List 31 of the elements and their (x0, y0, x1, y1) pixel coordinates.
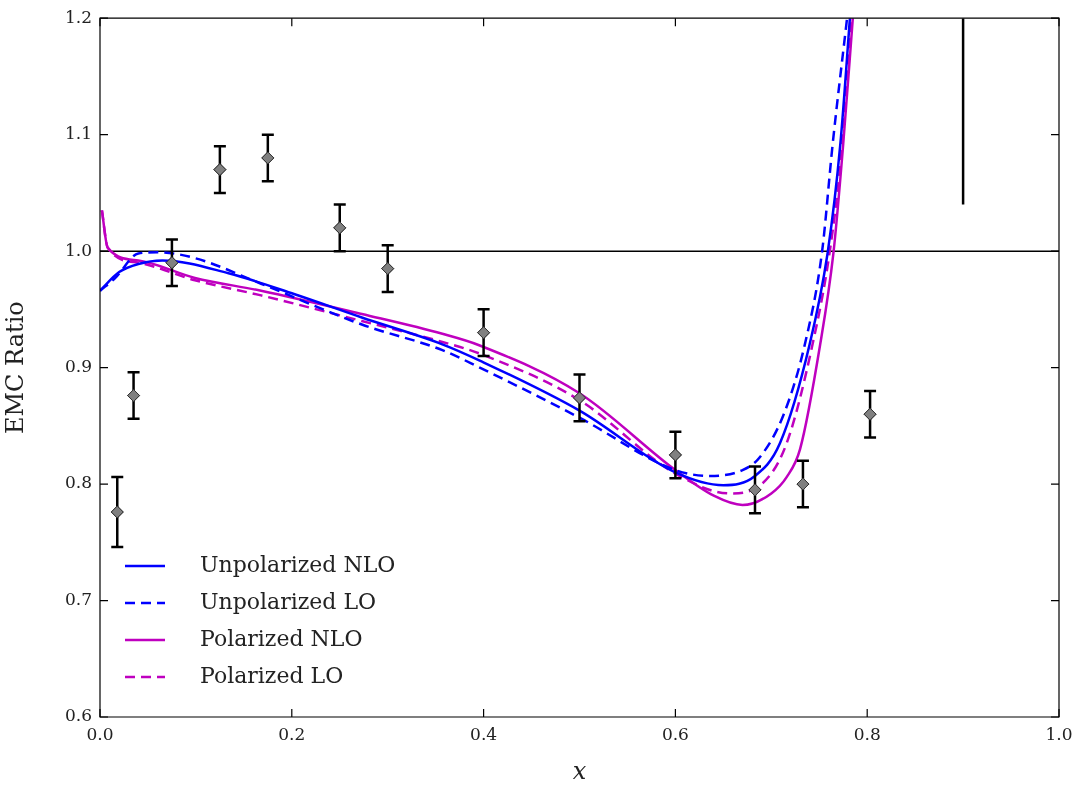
y-tick-label: 1.1 (64, 123, 92, 144)
y-tick-label: 0.7 (64, 588, 92, 609)
y-tick-label: 0.8 (64, 472, 92, 493)
legend-label: Polarized NLO (200, 625, 363, 651)
x-tick-label: 0.4 (470, 723, 498, 744)
point (668, 448, 682, 462)
x-tick-label: 0.0 (86, 723, 114, 744)
x-tick-label: 0.6 (661, 723, 689, 744)
point (110, 505, 124, 519)
point (213, 163, 227, 177)
point (333, 221, 347, 235)
legend-label: Unpolarized LO (200, 588, 377, 614)
legend-label: Polarized LO (200, 662, 344, 688)
point (165, 256, 179, 270)
point (127, 389, 141, 403)
x-tick-label: 0.2 (278, 723, 306, 744)
point (748, 483, 762, 497)
y-tick-label: 1.0 (64, 239, 92, 260)
x-tick-label: 0.8 (853, 723, 881, 744)
point (477, 326, 491, 340)
point (796, 477, 810, 491)
x-axis-title: x (572, 756, 587, 785)
point (863, 407, 877, 421)
x-tick-label: 1.0 (1045, 723, 1073, 744)
y-tick-label: 1.2 (64, 6, 92, 27)
y-tick-label: 0.9 (64, 356, 92, 377)
point (261, 151, 275, 165)
legend-label: Unpolarized NLO (200, 551, 396, 577)
point (381, 262, 395, 276)
y-axis-title: EMC Ratio (0, 301, 29, 434)
y-tick-label: 0.6 (64, 705, 92, 726)
